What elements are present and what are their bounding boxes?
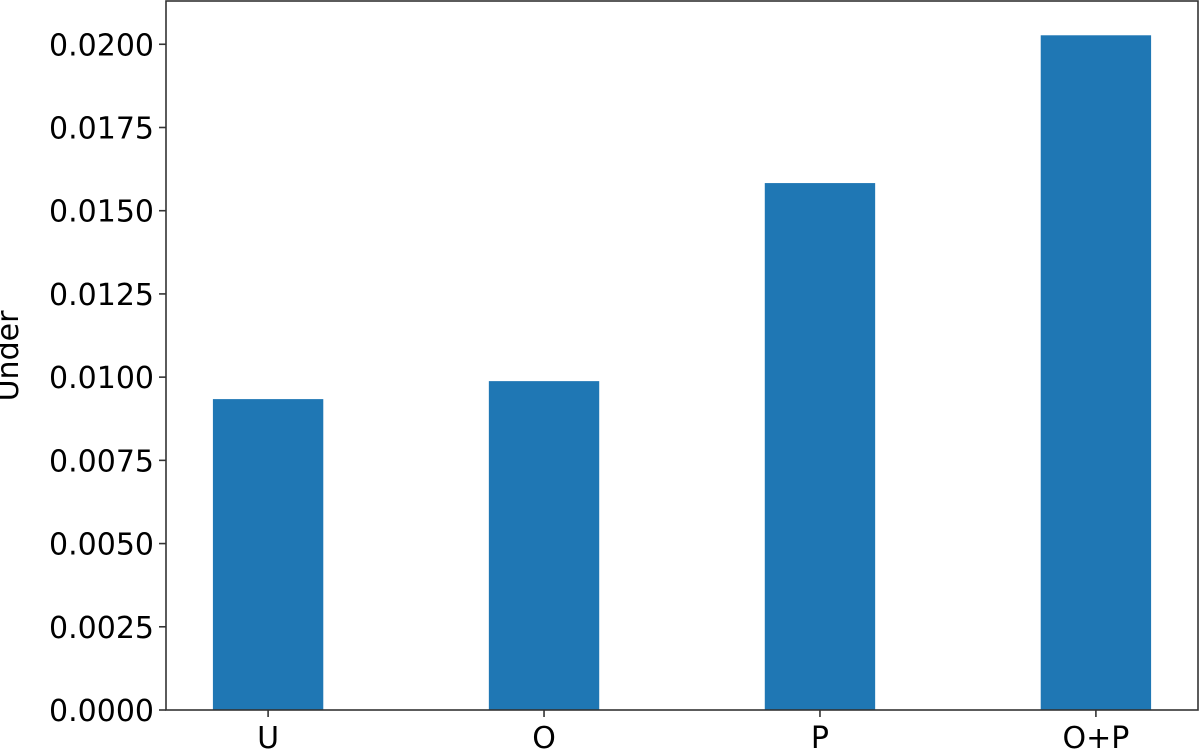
x-tick-label: U: [257, 721, 279, 749]
x-tick-label: O+P: [1062, 721, 1129, 749]
y-tick-label: 0.0150: [49, 195, 154, 230]
y-tick-label: 0.0200: [49, 28, 154, 63]
x-tick-label: O: [532, 721, 556, 749]
y-axis-label: Under: [0, 310, 26, 401]
y-tick-label: 0.0125: [49, 278, 154, 313]
y-tick-label: 0.0050: [49, 528, 154, 563]
bar-U: [212, 399, 324, 710]
y-tick-label: 0.0175: [49, 111, 154, 146]
y-tick-label: 0.0100: [49, 361, 154, 396]
y-tick-label: 0.0000: [49, 694, 154, 729]
plot-frame: [165, 0, 1199, 711]
bar-O: [488, 381, 600, 710]
bar-P: [764, 183, 876, 710]
y-tick-label: 0.0025: [49, 611, 154, 646]
x-tick-label: P: [811, 721, 829, 749]
y-tick-label: 0.0075: [49, 444, 154, 479]
bar-O+P: [1040, 35, 1152, 711]
